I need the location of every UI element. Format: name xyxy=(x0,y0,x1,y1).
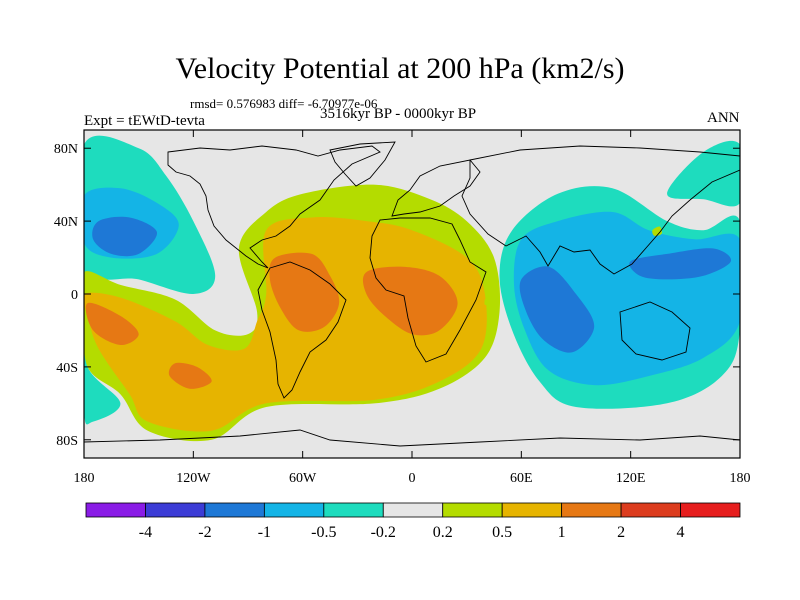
colorbar-label: 4 xyxy=(677,524,685,541)
x-tick-label: 120W xyxy=(176,471,211,486)
colorbar-swatch xyxy=(145,502,206,518)
x-tick-label: 180 xyxy=(730,471,751,486)
colorbar: -4 -2 -1 -0.5 -0.2 0.2 0.5 1 2 4 xyxy=(85,502,741,541)
y-tick-label: 0 xyxy=(71,288,78,303)
colorbar-label: -0.5 xyxy=(311,524,336,541)
contour-region-2 xyxy=(92,216,158,257)
coastline-antarctica xyxy=(84,429,740,447)
coastline-australia xyxy=(619,301,691,361)
chart-title: Velocity Potential at 200 hPa (km2/s) xyxy=(175,52,625,85)
x-tick-label: 180 xyxy=(74,471,95,486)
y-tick-label: 40S xyxy=(56,361,78,376)
experiment-label: Expt = tEWtD-tevta xyxy=(84,113,205,129)
contour-region-3 xyxy=(84,311,121,425)
coastline-north-america xyxy=(167,145,381,269)
coastline-africa xyxy=(369,217,487,363)
colorbar-swatch xyxy=(680,502,741,518)
contour-region-12 xyxy=(85,302,139,346)
colorbar-label: 2 xyxy=(617,524,625,541)
colorbar-label: 1 xyxy=(558,524,566,541)
colorbar-swatch xyxy=(382,502,444,518)
colorbar-label: 0.5 xyxy=(492,524,512,541)
contour-region-9 xyxy=(629,248,732,280)
x-tick-label: 0 xyxy=(409,471,416,486)
colorbar-swatch xyxy=(263,502,325,518)
colorbar-label: -4 xyxy=(139,524,152,541)
contour-fills xyxy=(84,135,740,442)
period-label: 3516kyr BP - 0000kyr BP xyxy=(320,106,477,122)
contour-region-13 xyxy=(168,362,212,389)
coastline-europe xyxy=(391,159,481,217)
colorbar-swatch xyxy=(323,502,384,518)
y-tick-label: 80S xyxy=(56,434,78,449)
colorbar-swatch xyxy=(204,502,265,518)
x-axis: 180 120W 60W 0 60E 120E 180 xyxy=(74,130,751,486)
coastline-asia xyxy=(461,145,740,275)
contour-region-14 xyxy=(269,252,340,332)
colorbar-swatch xyxy=(442,502,503,518)
contour-region-16 xyxy=(652,226,662,236)
colorbar-label: 0.2 xyxy=(433,524,453,541)
season-label: ANN xyxy=(707,110,740,126)
colorbar-label: -1 xyxy=(258,524,271,541)
colorbar-label: -2 xyxy=(198,524,211,541)
contour-region-8 xyxy=(519,266,595,353)
y-axis: 80N 40N 0 40S 80S xyxy=(54,142,740,449)
contour-region-6 xyxy=(667,141,740,207)
stats-line: rmsd= 0.576983 diff= -6.70977e-06 xyxy=(190,96,378,111)
x-tick-label: 120E xyxy=(616,471,646,486)
colorbar-label: -0.2 xyxy=(371,524,396,541)
colorbar-swatch xyxy=(85,502,146,518)
x-tick-label: 60E xyxy=(510,471,533,486)
colorbar-swatch xyxy=(561,502,622,518)
coastlines xyxy=(84,141,740,447)
contour-region-17 xyxy=(484,297,489,306)
coastline-greenland xyxy=(329,141,396,187)
y-tick-label: 40N xyxy=(54,215,78,230)
colorbar-swatch xyxy=(620,502,681,518)
contour-region-15 xyxy=(362,266,458,336)
y-tick-label: 80N xyxy=(54,142,78,157)
colorbar-swatch xyxy=(501,502,563,518)
x-tick-label: 60W xyxy=(289,471,317,486)
coastline-south-america xyxy=(257,261,347,399)
